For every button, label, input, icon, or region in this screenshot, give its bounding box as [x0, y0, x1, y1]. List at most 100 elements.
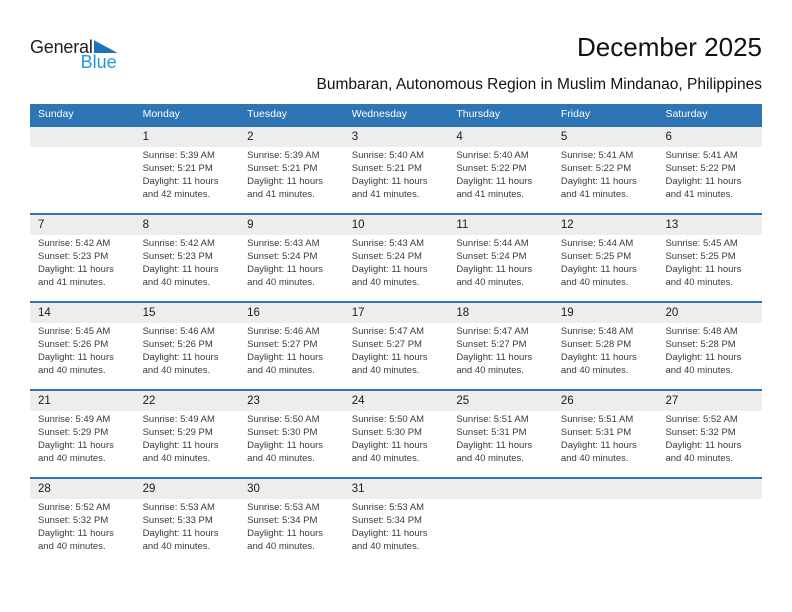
sunset-text: Sunset: 5:32 PM: [38, 515, 109, 526]
daylight-text: Daylight: 11 hours and 40 minutes.: [351, 264, 428, 288]
sunset-text: Sunset: 5:24 PM: [351, 251, 422, 262]
day-cell: Sunrise: 5:46 AM Sunset: 5:27 PM Daylight:…: [239, 323, 344, 389]
sunrise-text: Sunrise: 5:45 AM: [665, 238, 738, 249]
daylight-text: Daylight: 11 hours and 40 minutes.: [456, 352, 533, 376]
daylight-text: Daylight: 11 hours and 40 minutes.: [142, 352, 219, 376]
sunrise-text: Sunrise: 5:53 AM: [247, 502, 320, 513]
day-number: 6: [665, 131, 672, 143]
sunset-text: Sunset: 5:26 PM: [38, 339, 109, 350]
sunrise-text: Sunrise: 5:47 AM: [456, 326, 529, 337]
day-cell: Sunrise: 5:53 AM Sunset: 5:34 PM Daylight:…: [239, 499, 344, 565]
sunset-text: Sunset: 5:34 PM: [351, 515, 422, 526]
sunrise-text: Sunrise: 5:43 AM: [351, 238, 425, 249]
sunrise-text: Sunrise: 5:48 AM: [560, 326, 634, 337]
sunrise-text: Sunrise: 5:44 AM: [560, 238, 634, 249]
day-number: 2: [247, 131, 254, 143]
sunrise-text: Sunrise: 5:45 AM: [38, 326, 111, 337]
week-row: 1 2 3 4 5 6 Sunrise: 5:39 AM Sunset: 5:21 PM Day…: [30, 125, 762, 213]
weekday-header-cell: Monday: [142, 108, 180, 120]
daylight-text: Daylight: 11 hours and 41 minutes.: [351, 176, 428, 200]
weekday-header-cell: Saturday: [665, 108, 708, 120]
day-number-band: 7 8 9 10 11 12 13: [30, 215, 762, 235]
day-number: 29: [142, 483, 156, 495]
sunset-text: Sunset: 5:27 PM: [456, 339, 527, 350]
daylight-text: Daylight: 11 hours and 40 minutes.: [560, 352, 637, 376]
day-number: 19: [560, 307, 574, 319]
daylight-text: Daylight: 11 hours and 40 minutes.: [247, 528, 324, 552]
sunset-text: Sunset: 5:24 PM: [247, 251, 318, 262]
daylight-text: Daylight: 11 hours and 41 minutes.: [247, 176, 324, 200]
day-number: 31: [351, 483, 365, 495]
day-number-band: 21 22 23 24 25 26 27: [30, 391, 762, 411]
sunrise-text: Sunrise: 5:40 AM: [456, 150, 529, 161]
day-cell: Sunrise: 5:50 AM Sunset: 5:30 PM Daylight:…: [239, 411, 344, 477]
sunset-text: Sunset: 5:23 PM: [142, 251, 213, 262]
sunset-text: Sunset: 5:21 PM: [247, 163, 318, 174]
day-cell: Sunrise: 5:44 AM Sunset: 5:25 PM Daylight:…: [553, 235, 658, 301]
day-number: 14: [38, 307, 51, 319]
day-cell: Sunrise: 5:51 AM Sunset: 5:31 PM Daylight:…: [553, 411, 658, 477]
empty-day-number: [657, 479, 762, 499]
day-number: 20: [665, 307, 679, 319]
day-number-band: 1 2 3 4 5 6: [30, 127, 762, 147]
sunset-text: Sunset: 5:25 PM: [665, 251, 736, 262]
sunrise-text: Sunrise: 5:51 AM: [560, 414, 634, 425]
daylight-text: Daylight: 11 hours and 40 minutes.: [351, 352, 428, 376]
day-cell: Sunrise: 5:50 AM Sunset: 5:30 PM Daylight:…: [344, 411, 449, 477]
location-subtitle: Bumbaran, Autonomous Region in Muslim Mi…: [316, 76, 762, 93]
page-title: December 2025: [577, 32, 762, 62]
daylight-text: Daylight: 11 hours and 40 minutes.: [38, 528, 114, 552]
sunrise-text: Sunrise: 5:49 AM: [38, 414, 111, 425]
sunrise-text: Sunrise: 5:44 AM: [456, 238, 529, 249]
day-number: 26: [560, 395, 574, 407]
sunrise-text: Sunrise: 5:42 AM: [38, 238, 111, 249]
sunrise-text: Sunrise: 5:46 AM: [247, 326, 320, 337]
day-number: 30: [247, 483, 260, 495]
day-cell: Sunrise: 5:42 AM Sunset: 5:23 PM Daylight:…: [30, 235, 135, 301]
day-cell: Sunrise: 5:52 AM Sunset: 5:32 PM Daylight:…: [30, 499, 135, 565]
sunset-text: Sunset: 5:27 PM: [351, 339, 422, 350]
day-number-band: 28 29 30 31: [30, 479, 762, 499]
day-details-row: Sunrise: 5:52 AM Sunset: 5:32 PM Daylight:…: [30, 499, 762, 565]
weekday-header-cell: Friday: [560, 108, 591, 120]
day-number: 16: [247, 307, 260, 319]
day-cell: Sunrise: 5:39 AM Sunset: 5:21 PM Daylight:…: [239, 147, 344, 213]
day-cell: Sunrise: 5:47 AM Sunset: 5:27 PM Daylight:…: [448, 323, 553, 389]
day-number: 18: [456, 307, 470, 319]
day-cell: Sunrise: 5:39 AM Sunset: 5:21 PM Daylight:…: [135, 147, 240, 213]
day-number: 3: [351, 131, 359, 143]
weekday-header-cell: Sunday: [38, 108, 74, 120]
sunset-text: Sunset: 5:25 PM: [560, 251, 632, 262]
sunset-text: Sunset: 5:28 PM: [665, 339, 736, 350]
daylight-text: Daylight: 11 hours and 40 minutes.: [351, 528, 428, 552]
daylight-text: Daylight: 11 hours and 40 minutes.: [456, 264, 533, 288]
sunrise-text: Sunrise: 5:39 AM: [142, 150, 215, 161]
day-cell: Sunrise: 5:43 AM Sunset: 5:24 PM Daylight:…: [239, 235, 344, 301]
empty-cell: [657, 499, 762, 565]
daylight-text: Daylight: 11 hours and 42 minutes.: [142, 176, 219, 200]
day-number: 4: [456, 131, 463, 143]
day-cell: Sunrise: 5:45 AM Sunset: 5:26 PM Daylight:…: [30, 323, 135, 389]
day-number-band: 14 15 16 17 18 19 20: [30, 303, 762, 323]
day-cell: Sunrise: 5:44 AM Sunset: 5:24 PM Daylight:…: [448, 235, 553, 301]
day-cell: Sunrise: 5:46 AM Sunset: 5:26 PM Daylight:…: [135, 323, 240, 389]
day-cell: Sunrise: 5:41 AM Sunset: 5:22 PM Daylight:…: [553, 147, 658, 213]
day-cell: Sunrise: 5:47 AM Sunset: 5:27 PM Daylight:…: [344, 323, 449, 389]
day-number: 22: [142, 395, 156, 407]
day-cell: Sunrise: 5:48 AM Sunset: 5:28 PM Daylight:…: [657, 323, 762, 389]
sunset-text: Sunset: 5:22 PM: [560, 163, 632, 174]
day-cell: Sunrise: 5:49 AM Sunset: 5:29 PM Daylight:…: [135, 411, 240, 477]
sunrise-text: Sunrise: 5:53 AM: [351, 502, 425, 513]
empty-cell: [30, 147, 135, 213]
sunrise-text: Sunrise: 5:43 AM: [247, 238, 320, 249]
week-row: 21 22 23 24 25 26 27 Sunrise: 5:49 AM Sunset: 5:…: [30, 389, 762, 477]
sunrise-text: Sunrise: 5:49 AM: [142, 414, 215, 425]
day-cell: Sunrise: 5:41 AM Sunset: 5:22 PM Daylight:…: [657, 147, 762, 213]
day-number: 12: [560, 219, 574, 231]
sunrise-text: Sunrise: 5:50 AM: [247, 414, 320, 425]
logo-blue-text: Blue: [80, 52, 117, 72]
sunset-text: Sunset: 5:28 PM: [560, 339, 632, 350]
sunrise-text: Sunrise: 5:47 AM: [351, 326, 425, 337]
day-number: 15: [142, 307, 156, 319]
